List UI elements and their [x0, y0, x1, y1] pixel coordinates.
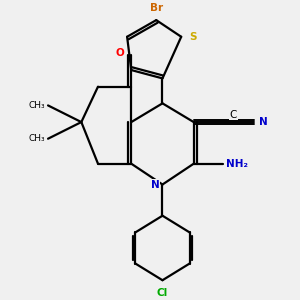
- Text: CH₃: CH₃: [28, 134, 45, 143]
- Text: CH₃: CH₃: [28, 101, 45, 110]
- Text: C: C: [230, 110, 237, 120]
- Text: N: N: [151, 179, 160, 190]
- Text: O: O: [115, 48, 124, 59]
- Text: NH₂: NH₂: [226, 159, 248, 169]
- Text: S: S: [189, 32, 196, 42]
- Text: Br: Br: [150, 4, 163, 14]
- Text: N: N: [259, 117, 268, 127]
- Text: Cl: Cl: [157, 288, 168, 298]
